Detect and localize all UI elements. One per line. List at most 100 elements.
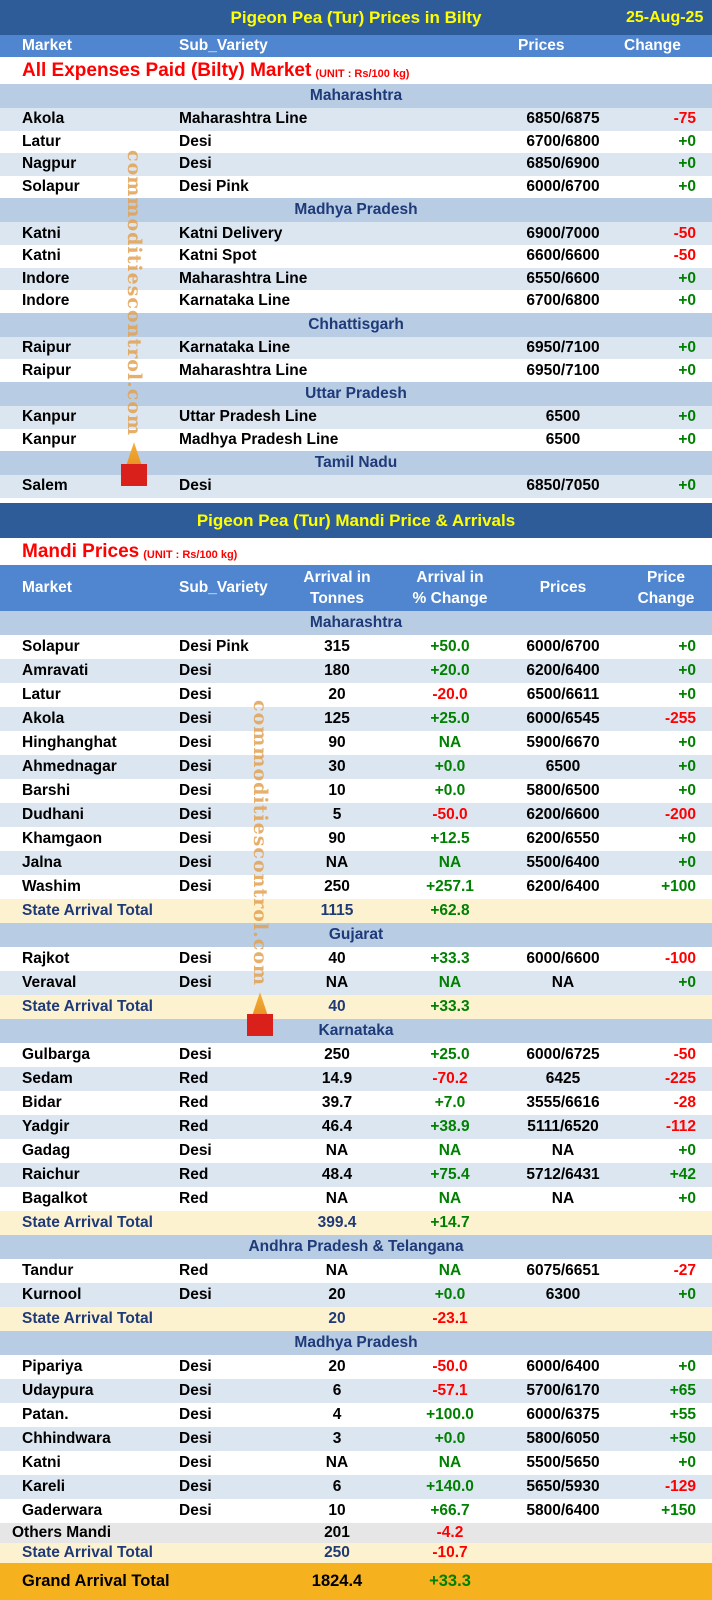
price-change: +100 <box>661 878 696 895</box>
bilty-section-label: All Expenses Paid (Bilty) Market <box>22 59 312 81</box>
sub-variety: Desi <box>179 477 212 495</box>
state-total-row-label: State Arrival Total <box>22 1214 153 1231</box>
mandi-column-headers: Market Sub_Variety Arrival in Tonnes Arrival… <box>0 565 712 611</box>
col-arrival-pct: Arrival in % Change <box>395 565 505 611</box>
price-range: 6000/6545 <box>526 710 600 727</box>
state-total-row-pct: -10.7 <box>432 1544 468 1561</box>
mandi-row: Chhindwara Desi 3 +0.0 5800/6050 +50 <box>0 1427 712 1451</box>
mandi-section-title: Mandi Prices (UNIT : Rs/100 kg) <box>0 538 712 565</box>
sub-variety: Desi Pink <box>179 178 249 196</box>
arrival-tonnes: NA <box>325 1190 349 1207</box>
arrival-pct-change: -50.0 <box>432 806 468 823</box>
arrival-pct-change: +100.0 <box>426 1406 474 1423</box>
market-name: Akola <box>22 110 65 128</box>
bilty-row: Nagpur Desi 6850/6900 +0 <box>0 153 712 176</box>
market-name: Udaypura <box>22 1382 94 1399</box>
sub-variety: Desi <box>179 950 212 967</box>
price-range: 5800/6500 <box>526 782 600 799</box>
price-range: 6000/6700 <box>526 638 600 655</box>
price-range: 6850/7050 <box>526 477 600 495</box>
state-total-row-arrival: 20 <box>328 1310 346 1327</box>
price-change: +0 <box>678 178 696 196</box>
sub-variety: Red <box>179 1166 209 1183</box>
arrival-tonnes: 20 <box>328 1358 346 1375</box>
price-change: -28 <box>673 1094 696 1111</box>
arrival-pct-change: +38.9 <box>430 1118 470 1135</box>
price-change: -50 <box>673 224 696 242</box>
price-range: 6850/6875 <box>526 110 600 128</box>
price-range: 6700/6800 <box>526 292 600 310</box>
price-range: 6900/7000 <box>526 224 600 242</box>
arrival-pct-change: +75.4 <box>430 1166 470 1183</box>
market-name: Sedam <box>22 1070 73 1087</box>
sub-variety: Uttar Pradesh Line <box>179 408 317 426</box>
sub-variety: Madhya Pradesh Line <box>179 430 339 448</box>
col-arrival-pct-line2: % Change <box>412 590 488 607</box>
sub-variety: Desi <box>179 710 212 727</box>
market-name: Kurnool <box>22 1286 82 1303</box>
bilty-row: Katni Katni Delivery 6900/7000 -50 <box>0 222 712 245</box>
others-mandi-row-arrival: 201 <box>324 1524 350 1541</box>
price-range: 6850/6900 <box>526 155 600 173</box>
bilty-title: Pigeon Pea (Tur) Prices in Bilty <box>230 7 482 27</box>
sub-variety: Desi <box>179 1286 212 1303</box>
sub-variety: Karnataka Line <box>179 339 291 357</box>
market-name: Barshi <box>22 782 71 799</box>
market-name: Bagalkot <box>22 1190 88 1207</box>
bilty-state-row: Chhattisgarh <box>0 312 712 337</box>
sub-variety: Desi <box>179 782 212 799</box>
arrival-pct-change: +0.0 <box>434 782 466 799</box>
mandi-state-row: Andhra Pradesh & Telangana <box>0 1235 712 1259</box>
sub-variety: Maharashtra Line <box>179 269 308 287</box>
mandi-title: Pigeon Pea (Tur) Mandi Price & Arrivals <box>196 510 516 530</box>
arrival-tonnes: 250 <box>324 1046 350 1063</box>
price-change: +0 <box>678 662 696 679</box>
arrival-tonnes: NA <box>325 974 349 991</box>
mandi-row: Bagalkot Red NA NA NA +0 <box>0 1187 712 1211</box>
price-change: +0 <box>678 1358 696 1375</box>
arrival-pct-change: NA <box>438 974 462 991</box>
sub-variety: Maharashtra Line <box>179 361 308 379</box>
state-total-row-label: State Arrival Total <box>22 902 153 919</box>
arrival-tonnes: 30 <box>328 758 346 775</box>
arrival-pct-change: +25.0 <box>430 1046 470 1063</box>
market-name: Akola <box>22 710 65 727</box>
state-total-row-arrival: 399.4 <box>317 1214 357 1231</box>
price-range: 6075/6651 <box>526 1262 600 1279</box>
bilty-row: Akola Maharashtra Line 6850/6875 -75 <box>0 108 712 131</box>
price-range: 6425 <box>545 1070 581 1087</box>
col-price-change: Price Change <box>620 565 712 611</box>
bilty-unit: (UNIT : Rs/100 kg) <box>315 67 410 80</box>
sub-variety: Desi <box>179 1142 212 1159</box>
price-change: +0 <box>678 734 696 751</box>
mandi-row: Katni Desi NA NA 5500/5650 +0 <box>0 1451 712 1475</box>
sub-variety: Desi <box>179 734 212 751</box>
mandi-row: Rajkot Desi 40 +33.3 6000/6600 -100 <box>0 947 712 971</box>
state-total-row-label: State Arrival Total <box>22 1310 153 1327</box>
price-change: +0 <box>678 782 696 799</box>
arrival-tonnes: 20 <box>328 686 346 703</box>
col-sub-variety: Sub_Variety <box>179 579 268 596</box>
bilty-row: Indore Karnataka Line 6700/6800 +0 <box>0 290 712 313</box>
grand-total-row-label: Grand Arrival Total <box>22 1572 170 1590</box>
col-price-change-line2: Change <box>637 590 695 607</box>
arrival-pct-change: NA <box>438 854 462 871</box>
mandi-row: Kurnool Desi 20 +0.0 6300 +0 <box>0 1283 712 1307</box>
others-mandi-row-pct: -4.2 <box>436 1524 464 1541</box>
col-arrival-pct-line1: Arrival in <box>416 569 484 586</box>
market-name: Ahmednagar <box>22 758 117 775</box>
state-total-row-pct: -23.1 <box>432 1310 468 1327</box>
price-range: 6500 <box>545 758 581 775</box>
state-total-row-pct: +33.3 <box>430 998 470 1015</box>
bilty-row: Salem Desi 6850/7050 +0 <box>0 475 712 498</box>
price-range: NA <box>551 1142 575 1159</box>
col-arrival-tonnes-line2: Tonnes <box>310 590 364 607</box>
arrival-pct-change: NA <box>438 1190 462 1207</box>
price-range: 5800/6400 <box>526 1502 600 1519</box>
arrival-tonnes: NA <box>325 1454 349 1471</box>
price-change: +50 <box>669 1430 696 1447</box>
arrival-pct-change: +12.5 <box>430 830 470 847</box>
col-price-change-line1: Price <box>647 569 685 586</box>
arrival-tonnes: 90 <box>328 830 346 847</box>
price-range: NA <box>551 974 575 991</box>
